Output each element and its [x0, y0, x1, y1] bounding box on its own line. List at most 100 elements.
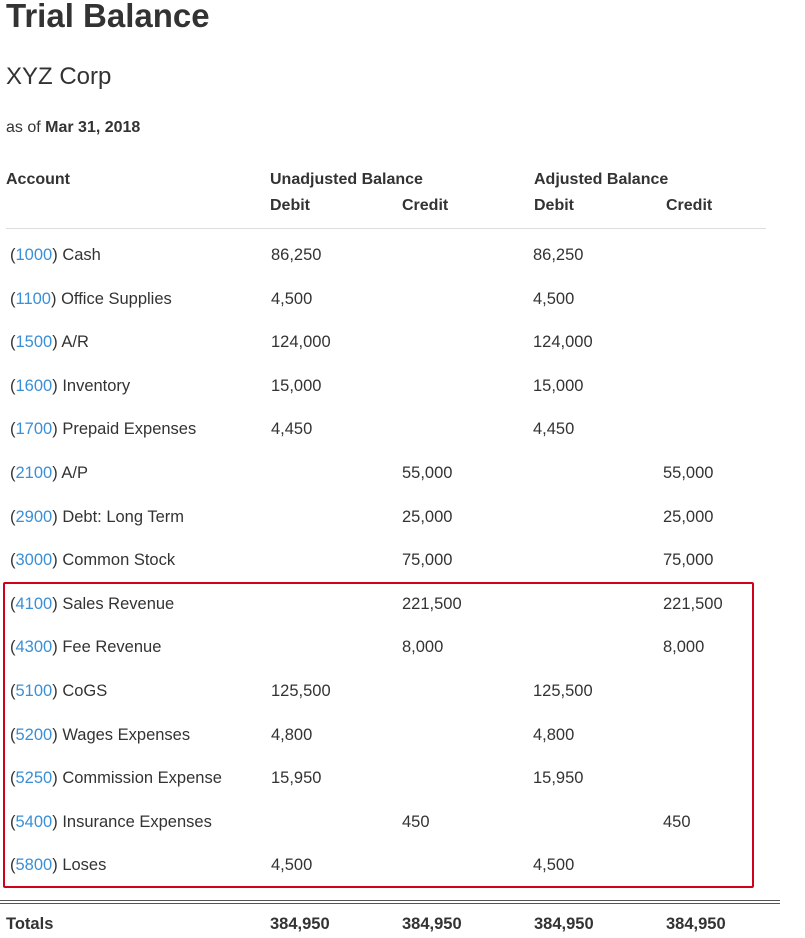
- totals-adjusted-debit: 384,950: [534, 915, 594, 933]
- account-number-link[interactable]: 4100: [15, 594, 53, 613]
- account-cell: (5100) CoGS: [10, 681, 107, 701]
- account-number-link[interactable]: 1600: [15, 376, 53, 395]
- paren-open: (: [10, 812, 16, 831]
- adjusted-debit-cell: 4,500: [533, 289, 575, 308]
- account-number-link[interactable]: 1500: [15, 333, 53, 352]
- adjusted-credit-cell: 75,000: [663, 551, 714, 570]
- adjusted-credit-cell: 450: [663, 812, 691, 831]
- unadjusted-credit-cell: 450: [402, 812, 430, 831]
- paren-close: ): [52, 681, 63, 700]
- account-number-link[interactable]: 5400: [15, 812, 53, 831]
- unadjusted-debit-cell: 4,800: [271, 725, 313, 744]
- unadjusted-debit-cell: 15,950: [271, 769, 322, 788]
- paren-open: (: [10, 551, 16, 570]
- account-name: Insurance Expenses: [62, 812, 212, 831]
- account-number-link[interactable]: 4300: [15, 638, 53, 657]
- adjusted-debit-cell: 4,500: [533, 856, 575, 875]
- account-number-link[interactable]: 2900: [15, 507, 53, 526]
- adjusted-debit-cell: 15,950: [533, 769, 584, 788]
- as-of-date-line: as of Mar 31, 2018: [6, 118, 140, 138]
- paren-close: ): [52, 769, 63, 788]
- account-cell: (1600) Inventory: [10, 376, 130, 396]
- account-name: Inventory: [62, 376, 131, 395]
- adjusted-debit-cell: 4,800: [533, 725, 575, 744]
- paren-close: ): [52, 594, 63, 613]
- unadjusted-debit-cell: 15,000: [271, 376, 322, 395]
- table-row: (5200) Wages Expenses 4,800 4,800: [0, 713, 805, 757]
- account-cell: (4100) Sales Revenue: [10, 594, 174, 614]
- account-name: Fee Revenue: [62, 638, 162, 657]
- paren-close: ): [52, 420, 63, 439]
- header-adjusted-credit: Credit: [666, 197, 713, 214]
- unadjusted-debit-cell: 124,000: [271, 333, 331, 352]
- totals-unadjusted-debit: 384,950: [270, 915, 330, 933]
- unadjusted-debit-cell: 4,500: [271, 856, 313, 875]
- account-name: Cash: [62, 246, 101, 264]
- as-of-date: Mar 31, 2018: [45, 119, 141, 136]
- paren-open: (: [10, 594, 16, 613]
- account-number-link[interactable]: 2100: [15, 463, 53, 482]
- account-number-link[interactable]: 5200: [15, 725, 53, 744]
- paren-open: (: [10, 681, 16, 700]
- adjusted-debit-cell: 124,000: [533, 333, 593, 352]
- account-name: Debt: Long Term: [62, 507, 184, 526]
- adjusted-debit-cell: 4,450: [533, 420, 575, 439]
- paren-open: (: [10, 289, 16, 308]
- account-cell: (1100) Office Supplies: [10, 289, 172, 309]
- adjusted-credit-cell: 25,000: [663, 507, 714, 526]
- unadjusted-credit-cell: 8,000: [402, 638, 444, 657]
- paren-close: ): [52, 246, 63, 264]
- paren-close: ): [52, 725, 63, 744]
- table-row: (1000) Cash 86,250 86,250: [0, 233, 805, 277]
- header-unadjusted-balance: Unadjusted Balance: [270, 171, 423, 188]
- paren-close: ): [52, 507, 63, 526]
- account-name: Office Supplies: [61, 289, 172, 308]
- paren-open: (: [10, 246, 16, 264]
- header-account: Account: [6, 171, 70, 188]
- totals-adjusted-credit: 384,950: [666, 915, 726, 933]
- table-row: (1600) Inventory 15,000 15,000: [0, 364, 805, 408]
- table-row: (2900) Debt: Long Term 25,000 25,000: [0, 495, 805, 539]
- header-adjusted-debit: Debit: [534, 197, 574, 214]
- paren-close: ): [52, 638, 63, 657]
- table-row: (1500) A/R 124,000 124,000: [0, 320, 805, 364]
- table-row: (1700) Prepaid Expenses 4,450 4,450: [0, 407, 805, 451]
- table-row: (5100) CoGS 125,500 125,500: [0, 669, 805, 713]
- unadjusted-credit-cell: 75,000: [402, 551, 453, 570]
- company-name: XYZ Corp: [6, 63, 112, 90]
- account-number-link[interactable]: 5100: [15, 681, 53, 700]
- account-number-link[interactable]: 5250: [15, 769, 53, 788]
- account-number-link[interactable]: 3000: [15, 551, 53, 570]
- paren-close: ): [52, 812, 63, 831]
- paren-open: (: [10, 376, 16, 395]
- adjusted-debit-cell: 125,500: [533, 681, 593, 700]
- paren-open: (: [10, 769, 16, 788]
- account-number-link[interactable]: 1100: [15, 289, 51, 308]
- account-number-link[interactable]: 1700: [15, 420, 53, 439]
- account-number-link[interactable]: 5800: [15, 856, 53, 875]
- header-unadjusted-credit: Credit: [402, 197, 449, 214]
- totals-label: Totals: [6, 915, 54, 933]
- unadjusted-debit-cell: 86,250: [271, 246, 322, 264]
- header-divider: [6, 228, 766, 229]
- table-row: (2100) A/P 55,000 55,000: [0, 451, 805, 495]
- adjusted-credit-cell: 55,000: [663, 463, 714, 482]
- account-cell: (5200) Wages Expenses: [10, 725, 190, 745]
- account-cell: (5400) Insurance Expenses: [10, 812, 212, 832]
- adjusted-credit-cell: 221,500: [663, 594, 723, 613]
- account-number-link[interactable]: 1000: [15, 246, 53, 264]
- table-row: (1100) Office Supplies 4,500 4,500: [0, 277, 805, 321]
- table-row: (5400) Insurance Expenses 450 450: [0, 800, 805, 844]
- account-cell: (3000) Common Stock: [10, 550, 175, 570]
- account-name: Common Stock: [62, 551, 176, 570]
- paren-open: (: [10, 463, 16, 482]
- paren-close: ): [52, 551, 63, 570]
- unadjusted-debit-cell: 4,450: [271, 420, 313, 439]
- account-cell: (5800) Loses: [10, 855, 106, 875]
- account-cell: (2100) A/P: [10, 463, 88, 483]
- highlight-box-income-statement-accounts: [3, 582, 754, 888]
- unadjusted-credit-cell: 221,500: [402, 594, 462, 613]
- totals-divider-top: [0, 900, 780, 901]
- adjusted-credit-cell: 8,000: [663, 638, 705, 657]
- account-name: A/P: [61, 463, 88, 482]
